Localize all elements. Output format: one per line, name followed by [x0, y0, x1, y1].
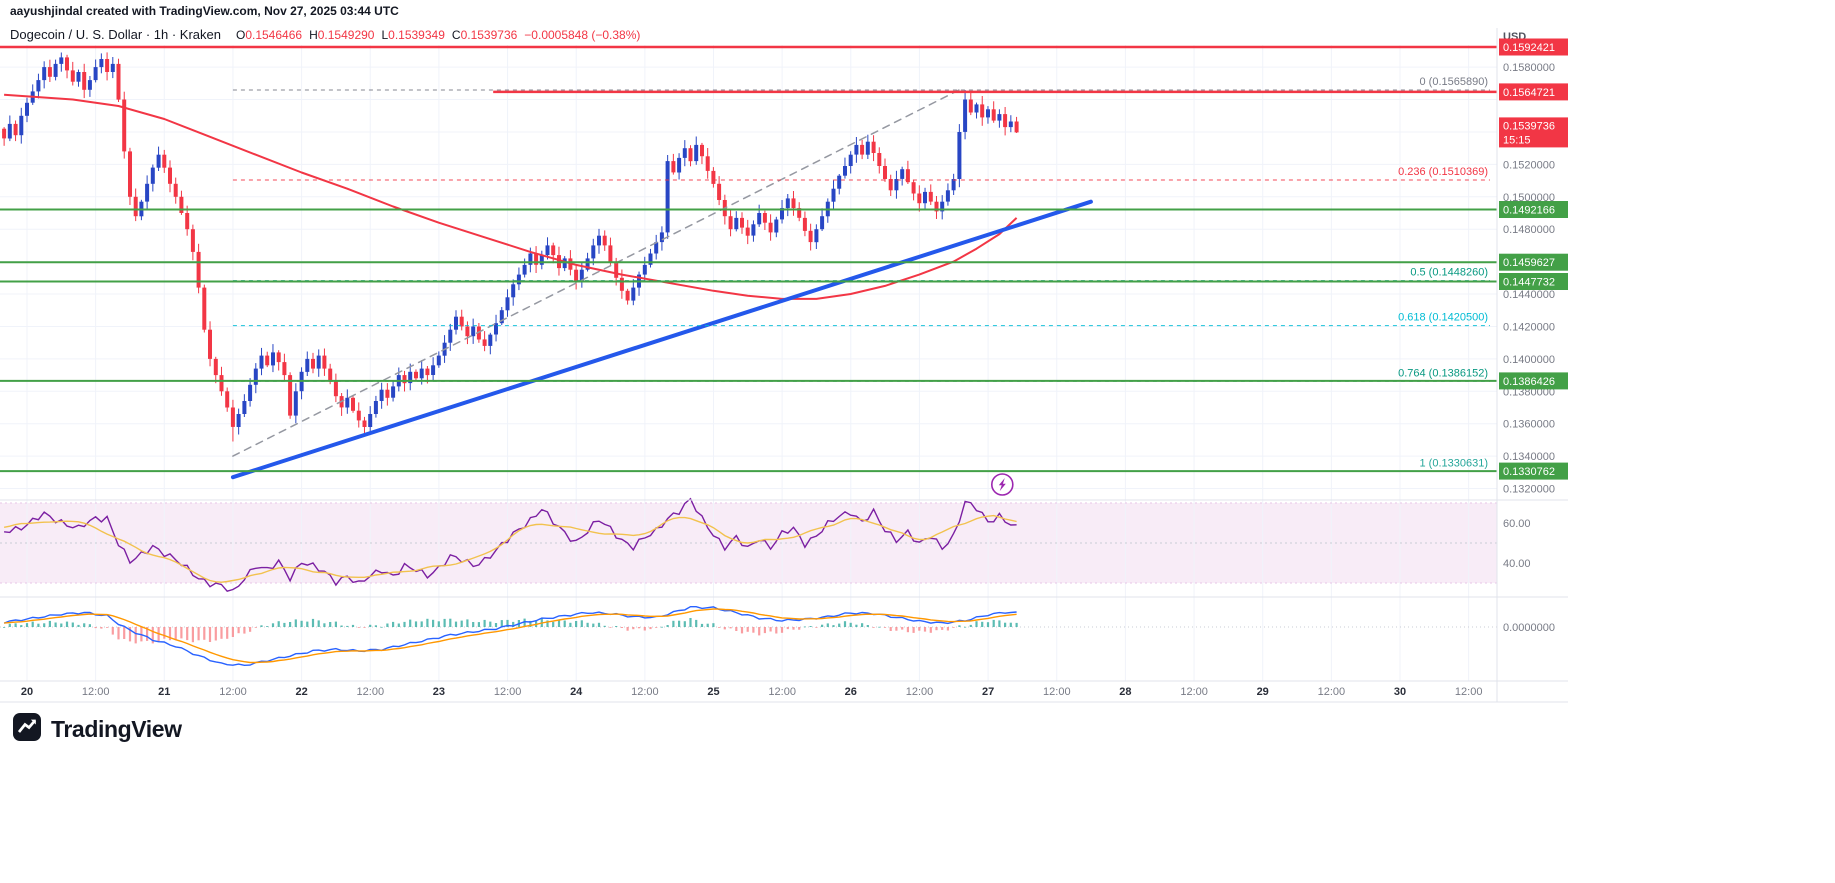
svg-text:0.1520000: 0.1520000	[1503, 159, 1555, 171]
svg-text:0.1400000: 0.1400000	[1503, 354, 1555, 366]
gridlines	[0, 45, 1497, 681]
price-badge	[1499, 201, 1568, 218]
svg-text:25: 25	[707, 686, 719, 698]
svg-text:0.1330762: 0.1330762	[1503, 466, 1555, 478]
svg-text:27: 27	[982, 686, 994, 698]
price-badges: 0.1592421 0.1564721 0.1492166 0.1459627 0.14…	[1499, 38, 1568, 480]
svg-text:0.618 (0.1420500): 0.618 (0.1420500)	[1398, 312, 1488, 324]
svg-text:12:00: 12:00	[768, 686, 796, 698]
svg-text:1 (0.1330631): 1 (0.1330631)	[1420, 457, 1489, 469]
macd-line	[3, 606, 1017, 667]
svg-text:12:00: 12:00	[906, 686, 934, 698]
svg-text:0.236 (0.1510369): 0.236 (0.1510369)	[1398, 166, 1488, 178]
candles	[2, 52, 1019, 442]
svg-text:0.1386426: 0.1386426	[1503, 376, 1555, 388]
change-value: −0.0005848 (−0.38%)	[524, 28, 641, 42]
price-badge	[1499, 83, 1568, 101]
tradingview-wordmark[interactable]: TradingView	[51, 716, 182, 742]
macd-indicator	[3, 606, 1018, 667]
svg-text:12:00: 12:00	[494, 686, 522, 698]
svg-text:0.764 (0.1386152): 0.764 (0.1386152)	[1398, 367, 1488, 379]
close-value: 0.1539736	[460, 28, 518, 42]
svg-text:12:00: 12:00	[1318, 686, 1346, 698]
svg-text:22: 22	[295, 686, 307, 698]
svg-text:23: 23	[433, 686, 445, 698]
svg-text:0.1420000: 0.1420000	[1503, 322, 1555, 334]
svg-text:0.1592421: 0.1592421	[1503, 42, 1555, 54]
symbol-bar: Dogecoin / U. S. Dollar · 1h · Kraken O0.…	[10, 27, 640, 42]
svg-text:0.1447732: 0.1447732	[1503, 277, 1555, 289]
svg-text:20: 20	[21, 686, 33, 698]
svg-text:0.1459627: 0.1459627	[1503, 257, 1555, 269]
ma-line	[4, 93, 1018, 300]
open-value: 0.1546466	[245, 28, 303, 42]
flash-icon[interactable]	[990, 473, 1014, 496]
svg-text:12:00: 12:00	[631, 686, 659, 698]
high-label: H	[309, 28, 318, 42]
svg-text:0.1340000: 0.1340000	[1503, 451, 1555, 463]
price-badge	[1499, 462, 1568, 480]
price-badge	[1499, 38, 1568, 56]
price-axis[interactable]: USD0.15800000.15200000.15000000.14800000…	[1503, 31, 1555, 634]
svg-text:40.00: 40.00	[1503, 558, 1531, 570]
current-price-badge	[1499, 117, 1568, 148]
svg-text:0.1480000: 0.1480000	[1503, 224, 1555, 236]
svg-text:29: 29	[1257, 686, 1269, 698]
low-value: 0.1539349	[388, 28, 445, 42]
svg-text:0.1580000: 0.1580000	[1503, 62, 1555, 74]
tradingview-logo-icon[interactable]	[12, 712, 42, 747]
svg-text:0.0000000: 0.0000000	[1503, 622, 1555, 634]
svg-text:12:00: 12:00	[82, 686, 110, 698]
pane-separators	[0, 28, 1568, 703]
chart-canvas[interactable]: 0 (0.1565890) 0.236 (0.1510369) 0.5 (0.144…	[0, 0, 1568, 703]
svg-text:12:00: 12:00	[1180, 686, 1208, 698]
credit-line: aayushjindal created with TradingView.co…	[10, 4, 399, 18]
svg-text:0.1492166: 0.1492166	[1503, 205, 1555, 217]
svg-text:30: 30	[1394, 686, 1406, 698]
svg-text:12:00: 12:00	[357, 686, 385, 698]
low-label: L	[381, 28, 389, 42]
svg-text:0.1500000: 0.1500000	[1503, 192, 1555, 204]
rsi-ma-line	[3, 514, 1017, 583]
svg-text:0.5 (0.1448260): 0.5 (0.1448260)	[1410, 267, 1488, 279]
dashed-trendline[interactable]	[232, 89, 961, 457]
high-value: 0.1549290	[317, 28, 375, 42]
rising-support-trendline[interactable]	[230, 199, 1093, 480]
svg-text:12:00: 12:00	[219, 686, 247, 698]
svg-text:15:15: 15:15	[1503, 134, 1531, 146]
svg-text:0.1539736: 0.1539736	[1503, 120, 1555, 132]
price-levels	[0, 45, 1497, 473]
footer-bar: TradingView	[12, 712, 182, 747]
price-badge	[1499, 372, 1568, 390]
price-badge	[1499, 273, 1568, 290]
svg-text:24: 24	[570, 686, 583, 698]
svg-text:60.00: 60.00	[1503, 518, 1531, 530]
open-label: O	[235, 28, 246, 42]
svg-text:28: 28	[1119, 686, 1131, 698]
svg-text:0.1360000: 0.1360000	[1503, 419, 1555, 431]
time-axis[interactable]: 20 12:00 21 12:00 22 12:00 23 12:00 24 12:00 25 12:…	[21, 686, 1483, 698]
svg-text:0.1440000: 0.1440000	[1503, 289, 1555, 301]
svg-text:12:00: 12:00	[1043, 686, 1071, 698]
svg-text:0.1320000: 0.1320000	[1503, 484, 1555, 496]
close-label: C	[451, 28, 461, 42]
svg-text:12:00: 12:00	[1455, 686, 1483, 698]
svg-text:0 (0.1565890): 0 (0.1565890)	[1420, 76, 1489, 88]
svg-text:21: 21	[158, 686, 170, 698]
price-badge	[1499, 253, 1568, 271]
symbol-title[interactable]: Dogecoin / U. S. Dollar · 1h · Kraken	[10, 27, 221, 42]
macd-signal-line	[4, 608, 1017, 664]
svg-text:0.1564721: 0.1564721	[1503, 87, 1555, 99]
svg-text:26: 26	[845, 686, 857, 698]
